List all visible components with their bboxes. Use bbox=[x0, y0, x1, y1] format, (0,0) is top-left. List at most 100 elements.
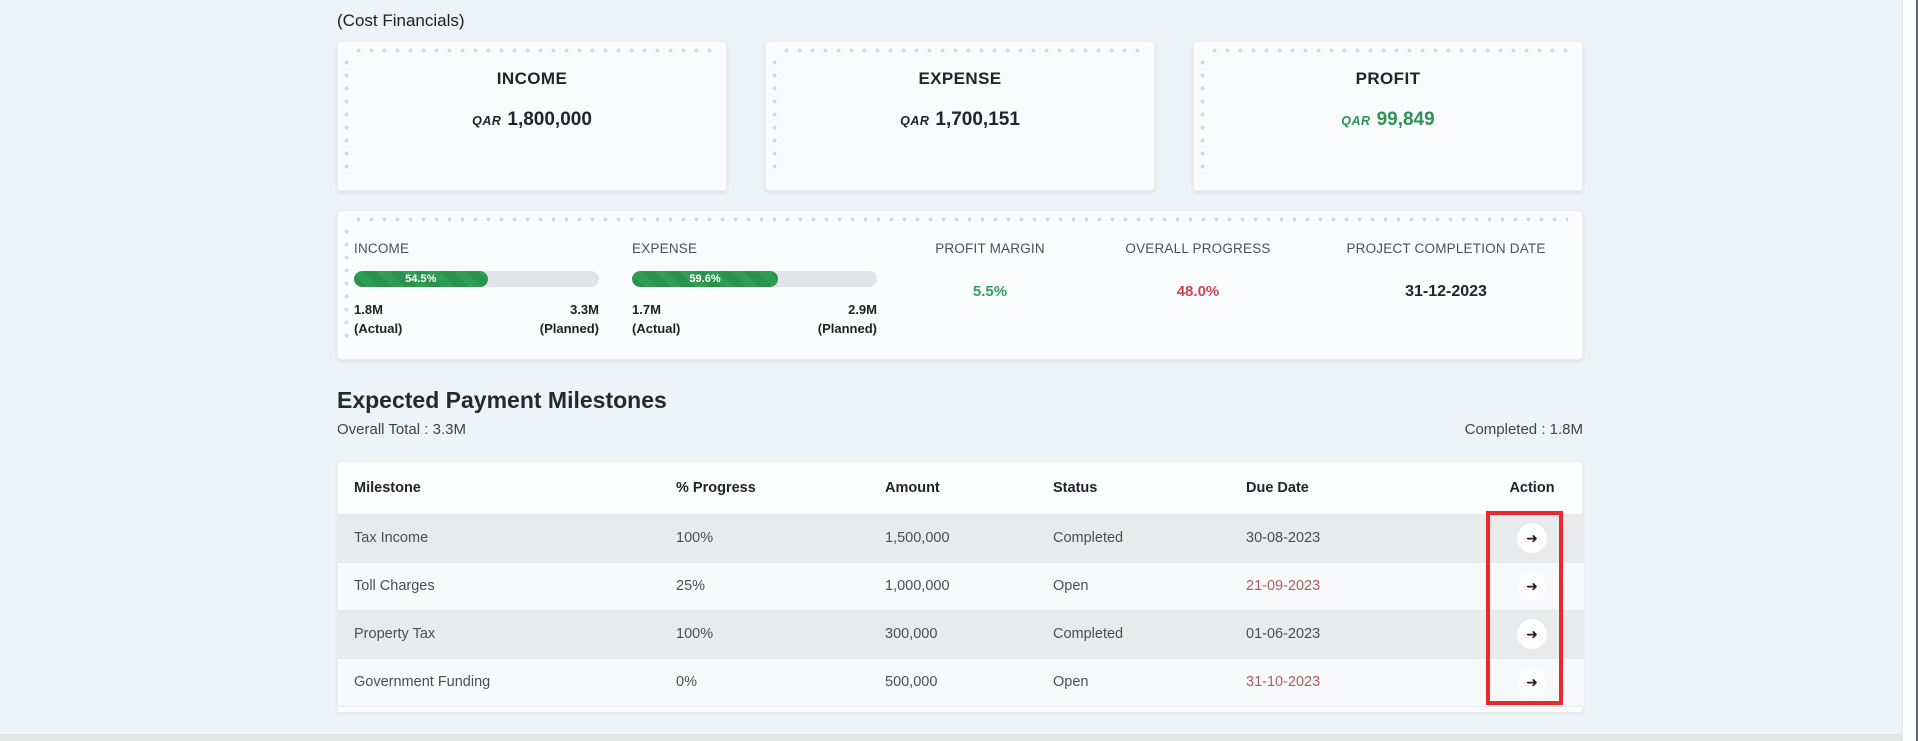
summary-strip: INCOME 54.5% 1.8M (Actual) 3.3M (Planned… bbox=[337, 210, 1583, 360]
progress-cell: 0% bbox=[675, 658, 884, 707]
profit-card: PROFIT QAR 99,849 bbox=[1193, 41, 1583, 191]
dots-decoration bbox=[344, 225, 349, 345]
kpi-cards-row: INCOME QAR 1,800,000 EXPENSE QAR 1,700,151… bbox=[337, 41, 1583, 191]
dots-decoration bbox=[1200, 56, 1205, 176]
expense-progress-bar: 59.6% bbox=[632, 271, 779, 287]
row-action-button[interactable]: ➜ bbox=[1517, 571, 1547, 601]
milestone-cell: Government Funding bbox=[338, 658, 675, 707]
expense-progress-percent: 59.6% bbox=[689, 273, 721, 285]
due-date-cell: 31-10-2023 bbox=[1245, 658, 1480, 707]
expense-card-title: EXPENSE bbox=[918, 69, 1002, 88]
row-action-button[interactable]: ➜ bbox=[1517, 619, 1547, 649]
expense-actual-planned: 1.7M (Actual) 2.9M (Planned) bbox=[632, 301, 877, 339]
amount-cell: 500,000 bbox=[884, 658, 1052, 707]
expense-actual: 1.7M (Actual) bbox=[632, 302, 681, 336]
dots-decoration bbox=[780, 48, 1140, 53]
column-header-amount: Amount bbox=[884, 462, 1052, 515]
milestones-totals: Overall Total : 3.3M Completed : 1.8M bbox=[337, 421, 1583, 438]
income-progress-block: INCOME 54.5% 1.8M (Actual) 3.3M (Planned… bbox=[354, 241, 599, 359]
income-planned: 3.3M (Planned) bbox=[539, 302, 599, 336]
expense-planned: 2.9M (Planned) bbox=[817, 302, 877, 336]
status-cell: Completed bbox=[1052, 610, 1245, 659]
completed-total-label: Completed : 1.8M bbox=[1464, 421, 1583, 438]
completion-date-block: PROJECT COMPLETION DATE 31-12-2023 bbox=[1326, 241, 1566, 359]
arrow-right-icon: ➜ bbox=[1526, 530, 1538, 546]
milestone-cell: Tax Income bbox=[338, 514, 675, 563]
bottom-edge-bar bbox=[0, 734, 1902, 741]
profit-margin-value: 5.5% bbox=[972, 283, 1008, 300]
income-progress-label: INCOME bbox=[354, 241, 410, 256]
profit-amount-value: 99,849 bbox=[1376, 109, 1435, 130]
table-row: Property Tax 100% 300,000 Completed 01-0… bbox=[338, 610, 1584, 659]
income-progress-track: 54.5% bbox=[354, 271, 599, 287]
dots-decoration bbox=[352, 217, 1568, 222]
income-actual-planned: 1.8M (Actual) 3.3M (Planned) bbox=[354, 301, 599, 339]
amount-cell: 1,500,000 bbox=[884, 514, 1052, 563]
expense-card-amount: QAR 1,700,151 bbox=[766, 109, 1154, 131]
completion-date-value: 31-12-2023 bbox=[1405, 283, 1487, 300]
currency-label: QAR bbox=[900, 114, 930, 128]
profit-margin-label: PROFIT MARGIN bbox=[935, 241, 1045, 256]
amount-cell: 300,000 bbox=[884, 610, 1052, 659]
income-progress-bar: 54.5% bbox=[354, 271, 488, 287]
due-date-cell: 21-09-2023 bbox=[1245, 562, 1480, 611]
dots-decoration bbox=[772, 56, 777, 176]
dots-decoration bbox=[344, 56, 349, 176]
arrow-right-icon: ➜ bbox=[1526, 578, 1538, 594]
profit-card-amount: QAR 99,849 bbox=[1194, 109, 1582, 131]
window-right-edge bbox=[1916, 0, 1918, 741]
milestone-cell: Toll Charges bbox=[338, 562, 675, 611]
row-action-button[interactable]: ➜ bbox=[1517, 523, 1547, 553]
currency-label: QAR bbox=[1341, 114, 1371, 128]
milestones-table-panel: Milestone % Progress Amount Status Due D… bbox=[337, 461, 1584, 713]
income-card-amount: QAR 1,800,000 bbox=[338, 109, 726, 131]
table-header-row: Milestone % Progress Amount Status Due D… bbox=[338, 462, 1584, 515]
milestones-heading: Expected Payment Milestones bbox=[337, 387, 667, 413]
overall-progress-value: 48.0% bbox=[1176, 283, 1220, 300]
amount-cell: 1,000,000 bbox=[884, 562, 1052, 611]
column-header-action: Action bbox=[1480, 462, 1584, 515]
table-row: Government Funding 0% 500,000 Open 31-10… bbox=[338, 658, 1584, 707]
currency-label: QAR bbox=[472, 114, 502, 128]
expense-card: EXPENSE QAR 1,700,151 bbox=[765, 41, 1155, 191]
income-card: INCOME QAR 1,800,000 bbox=[337, 41, 727, 191]
vertical-scrollbar[interactable] bbox=[1902, 0, 1916, 741]
status-cell: Open bbox=[1052, 658, 1245, 707]
main-content: (Cost Financials) INCOME QAR 1,800,000 EX… bbox=[337, 0, 1584, 713]
progress-cell: 25% bbox=[675, 562, 884, 611]
income-progress-percent: 54.5% bbox=[405, 273, 437, 285]
milestones-table: Milestone % Progress Amount Status Due D… bbox=[338, 462, 1584, 707]
expense-progress-block: EXPENSE 59.6% 1.7M (Actual) 2.9M (Planne… bbox=[632, 241, 877, 359]
milestone-cell: Property Tax bbox=[338, 610, 675, 659]
status-cell: Open bbox=[1052, 562, 1245, 611]
overall-progress-block: OVERALL PROGRESS 48.0% bbox=[1103, 241, 1293, 359]
income-card-title: INCOME bbox=[496, 69, 568, 88]
due-date-cell: 01-06-2023 bbox=[1245, 610, 1480, 659]
expense-amount-value: 1,700,151 bbox=[935, 109, 1020, 130]
column-header-due-date: Due Date bbox=[1245, 462, 1480, 515]
completion-date-label: PROJECT COMPLETION DATE bbox=[1346, 241, 1546, 256]
table-row: Tax Income 100% 1,500,000 Completed 30-0… bbox=[338, 514, 1584, 563]
progress-cell: 100% bbox=[675, 514, 884, 563]
profit-card-title: PROFIT bbox=[1355, 69, 1421, 88]
expense-progress-label: EXPENSE bbox=[632, 241, 698, 256]
row-action-button[interactable]: ➜ bbox=[1517, 667, 1547, 697]
due-date-cell: 30-08-2023 bbox=[1245, 514, 1480, 563]
arrow-right-icon: ➜ bbox=[1526, 626, 1538, 642]
profit-margin-block: PROFIT MARGIN 5.5% bbox=[910, 241, 1070, 359]
status-cell: Completed bbox=[1052, 514, 1245, 563]
dots-decoration bbox=[352, 48, 712, 53]
column-header-milestone: Milestone bbox=[338, 462, 675, 515]
column-header-status: Status bbox=[1052, 462, 1245, 515]
progress-cell: 100% bbox=[675, 610, 884, 659]
arrow-right-icon: ➜ bbox=[1526, 674, 1538, 690]
overall-progress-label: OVERALL PROGRESS bbox=[1125, 241, 1271, 256]
income-amount-value: 1,800,000 bbox=[507, 109, 592, 130]
expense-progress-track: 59.6% bbox=[632, 271, 877, 287]
column-header-progress: % Progress bbox=[675, 462, 884, 515]
dots-decoration bbox=[1208, 48, 1568, 53]
table-row: Toll Charges 25% 1,000,000 Open 21-09-20… bbox=[338, 562, 1584, 611]
overall-total-label: Overall Total : 3.3M bbox=[337, 421, 466, 438]
page-title: (Cost Financials) bbox=[337, 11, 465, 30]
income-actual: 1.8M (Actual) bbox=[354, 302, 403, 336]
